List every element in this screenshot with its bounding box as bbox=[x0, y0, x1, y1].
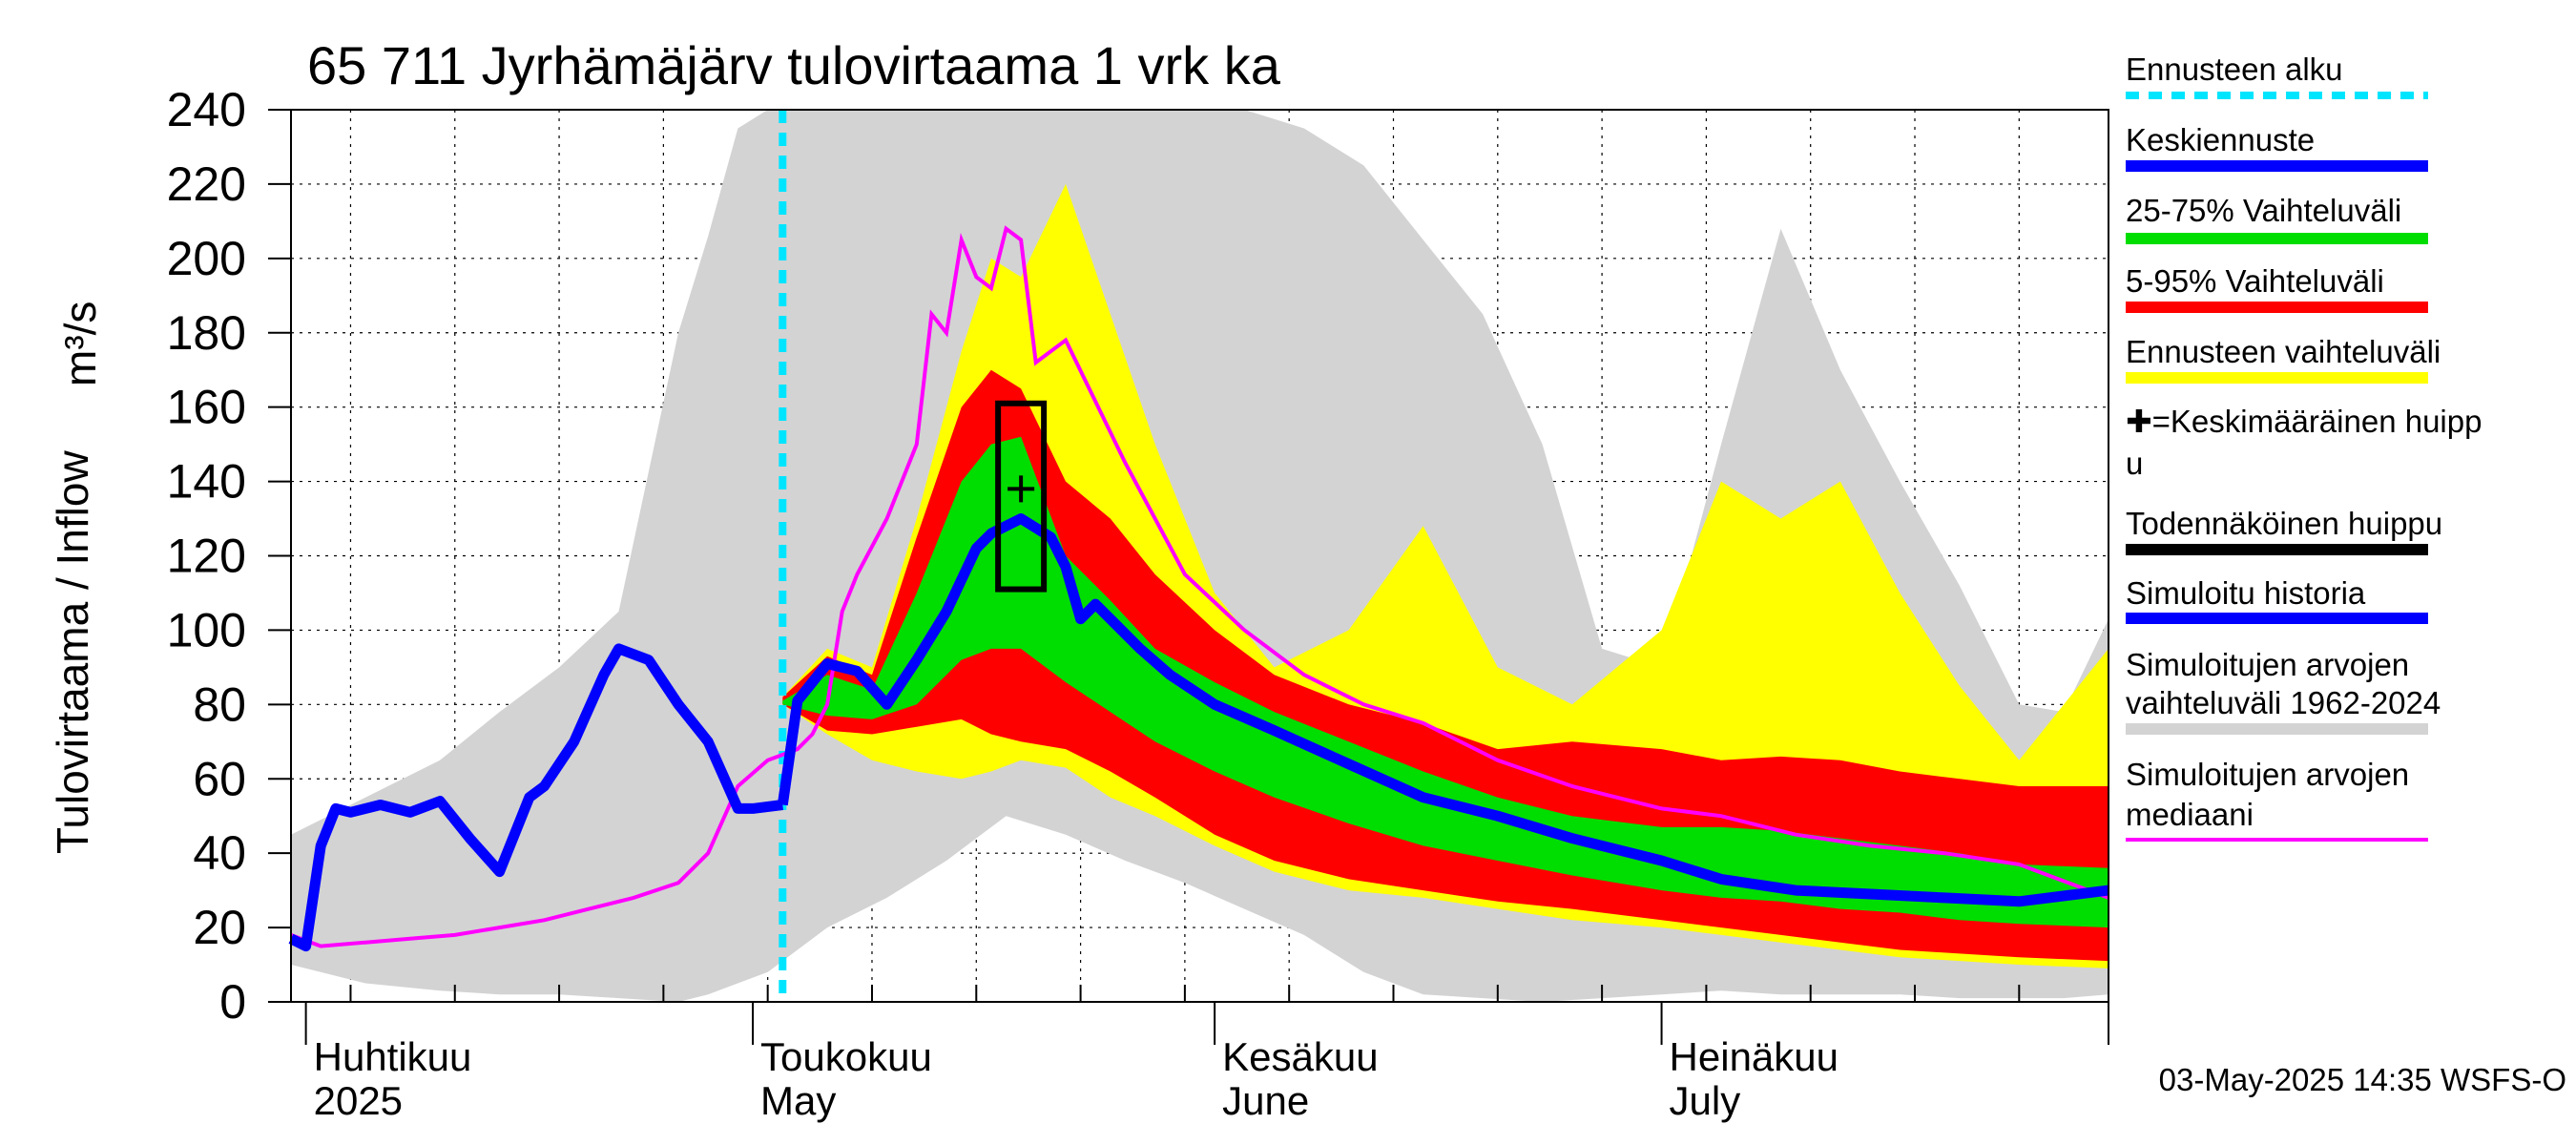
month-label-fi: Toukokuu bbox=[760, 1034, 932, 1079]
y-tick-label: 60 bbox=[193, 752, 246, 805]
y-tick-label: 100 bbox=[167, 603, 246, 656]
month-label-fi: Kesäkuu bbox=[1222, 1034, 1378, 1079]
legend-item-label: Simuloitujen arvojen bbox=[2126, 757, 2409, 792]
month-label-en: May bbox=[760, 1078, 836, 1123]
legend-item-label: Ennusteen vaihteluväli bbox=[2126, 334, 2441, 369]
x-ticks bbox=[304, 985, 2109, 1045]
legend-item-label: Simuloitujen arvojen bbox=[2126, 647, 2409, 682]
legend-item-label-2: u bbox=[2126, 446, 2143, 481]
y-tick-label: 240 bbox=[167, 83, 246, 136]
legend-item-label: Todennäköinen huippu bbox=[2126, 506, 2442, 541]
chart-title: 65 711 Jyrhämäjärv tulovirtaama 1 vrk ka bbox=[307, 35, 1281, 95]
legend-item-label-2: vaihteluväli 1962-2024 bbox=[2126, 685, 2441, 720]
legend-item-label: Ennusteen alku bbox=[2126, 52, 2343, 87]
y-tick-label: 0 bbox=[219, 975, 246, 1029]
legend-item-label: 5-95% Vaihteluväli bbox=[2126, 263, 2384, 299]
legend-item-label-2: mediaani bbox=[2126, 797, 2254, 832]
y-tick-label: 40 bbox=[193, 826, 246, 880]
month-label-en: July bbox=[1670, 1078, 1741, 1123]
y-axis-label: Tulovirtaama / Inflow bbox=[48, 450, 97, 854]
legend: Ennusteen alku Keskiennuste 25-75% Vaihtel… bbox=[2126, 52, 2482, 842]
y-tick-label: 200 bbox=[167, 232, 246, 285]
y-tick-label: 80 bbox=[193, 677, 246, 731]
timestamp: 03-May-2025 14:35 WSFS-O bbox=[2159, 1062, 2566, 1097]
y-tick-label: 180 bbox=[167, 306, 246, 360]
y-tick-label: 160 bbox=[167, 381, 246, 434]
plot-area bbox=[288, 109, 2109, 1045]
y-tick-label: 20 bbox=[193, 901, 246, 954]
legend-item-label: Simuloitu historia bbox=[2126, 575, 2366, 611]
y-tick-label: 120 bbox=[167, 530, 246, 583]
y-axis: 0 20 40 60 80 100 120 140 160 180 200 220 240 bbox=[167, 83, 291, 1029]
mean-peak-marker bbox=[1008, 475, 1035, 503]
y-axis-unit: m³/s bbox=[55, 302, 105, 386]
y-tick-label: 140 bbox=[167, 455, 246, 509]
range-25-75-area bbox=[782, 436, 2109, 928]
month-label-en: 2025 bbox=[314, 1078, 403, 1123]
simulated-history-line bbox=[288, 643, 783, 952]
mean-forecast-line bbox=[777, 513, 2109, 907]
month-label-fi: Huhtikuu bbox=[314, 1034, 472, 1079]
legend-item-label: Keskiennuste bbox=[2126, 122, 2315, 157]
month-label-en: June bbox=[1222, 1078, 1309, 1123]
probable-peak-box bbox=[995, 400, 1048, 593]
range-5-95-area bbox=[782, 369, 2109, 962]
legend-item-label: 25-75% Vaihteluväli bbox=[2126, 193, 2401, 228]
legend-item-label: ✚=Keskimääräinen huipp bbox=[2126, 404, 2482, 439]
median-line bbox=[290, 225, 2109, 948]
y-tick-label: 220 bbox=[167, 157, 246, 211]
month-label-fi: Heinäkuu bbox=[1670, 1034, 1839, 1079]
